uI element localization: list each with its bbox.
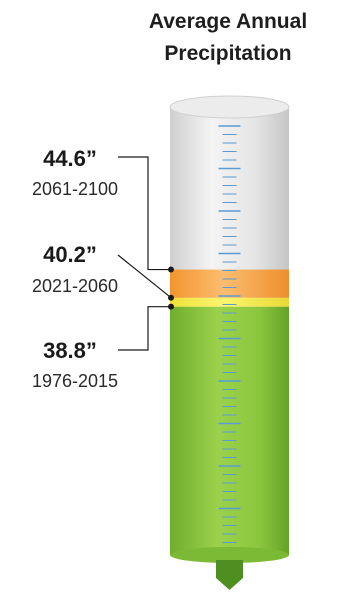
period-label-1976-2015: 1976-2015 — [32, 371, 118, 391]
value-label-2021-2060: 40.2” — [43, 242, 97, 267]
gauge-tick-marks — [218, 125, 241, 543]
gauge-cylinder — [169, 95, 290, 590]
leader-line-1976-2015 — [118, 306, 170, 351]
chart-title-line-1: Average Annual — [149, 10, 307, 33]
annotation-1976-2015: 38.8” 1976-2015 — [32, 303, 174, 391]
chart-title-line-2: Precipitation — [164, 42, 291, 65]
gauge-bottom-rim — [170, 547, 289, 563]
period-label-2021-2060: 2021-2060 — [32, 276, 118, 296]
value-label-1976-2015: 38.8” — [43, 338, 97, 363]
annotation-2021-2060: 40.2” 2021-2060 — [32, 242, 174, 301]
leader-line-2061-2100 — [118, 156, 170, 271]
leader-line-2021-2060 — [117, 254, 172, 299]
period-label-2061-2100: 2061-2100 — [32, 179, 118, 199]
gauge-spout — [216, 560, 243, 590]
marker-dot-1976-2015 — [168, 303, 174, 310]
marker-dot-2021-2060 — [168, 294, 174, 301]
fill-segment-2061-2100 — [170, 269, 289, 298]
gauge-top-rim — [169, 95, 290, 119]
annotation-2061-2100: 44.6” 2061-2100 — [32, 146, 174, 273]
fill-segment-1976-2015 — [170, 306, 289, 555]
value-label-2061-2100: 44.6” — [43, 146, 97, 171]
fill-segment-2021-2060 — [170, 297, 289, 307]
marker-dot-2061-2100 — [168, 266, 174, 273]
